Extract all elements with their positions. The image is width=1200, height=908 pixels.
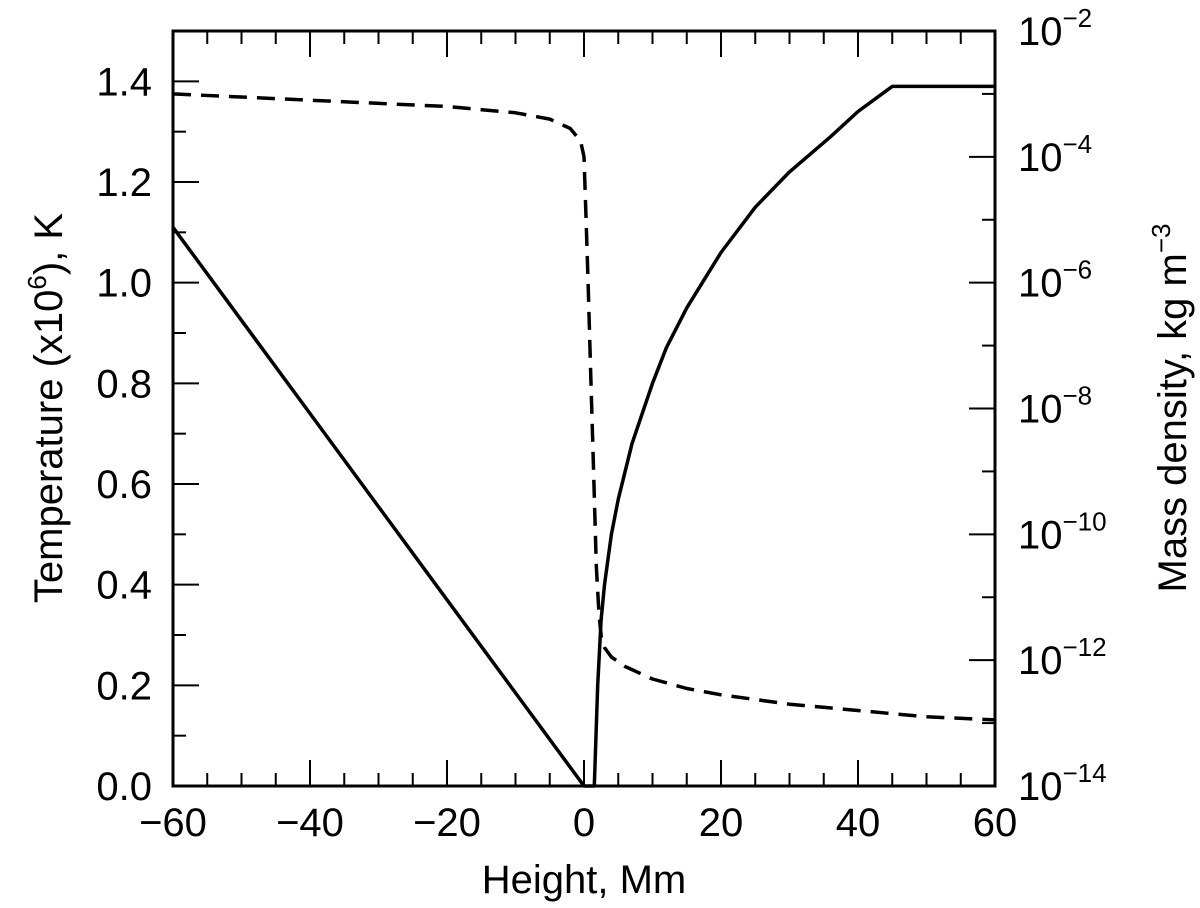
y2-tick-label: 10−12 [1018,632,1107,683]
y2-axis-title: Mass density, kg m−3 [1146,223,1195,592]
x-tick-label: −40 [276,801,344,845]
series-group [171,84,996,788]
y-tick-label: 1.0 [96,262,152,306]
temperature-line [171,84,995,788]
y-tick-label: 0.8 [96,362,152,406]
y2-tick-label: 10−10 [1018,506,1107,557]
y-tick-label: 0.6 [96,463,152,507]
x-tick-label: 40 [836,801,881,845]
y-tick-label: 1.2 [96,161,152,205]
plot-frame [171,29,997,788]
y-tick-label: 0.4 [96,564,152,608]
y-tick-label: 0.2 [96,664,152,708]
axis-ticks [172,30,996,787]
y2-tick-label: 10−14 [1018,758,1107,809]
tick-labels: −60 −40 −20 0 20 40 60 0.0 0.2 0.4 0.6 0.8 1.0 1.2 1.4… [96,3,1106,845]
y-tick-label: 0.0 [96,765,152,809]
y2-tick-label: 10−6 [1018,255,1092,306]
y2-tick-label: 10−4 [1018,129,1092,180]
x-tick-label: −20 [413,801,481,845]
y2-tick-label: 10−8 [1018,381,1092,432]
density-line [172,92,996,722]
x-tick-label: −60 [139,801,207,845]
y-axis-title: Temperature (x106), K [22,213,71,604]
x-tick-label: 60 [973,801,1018,845]
x-axis-title: Height, Mm [482,858,687,902]
x-tick-label: 20 [699,801,744,845]
x-tick-label: 0 [573,801,595,845]
y-tick-label: 1.4 [96,60,152,104]
y2-tick-label: 10−2 [1018,3,1092,54]
